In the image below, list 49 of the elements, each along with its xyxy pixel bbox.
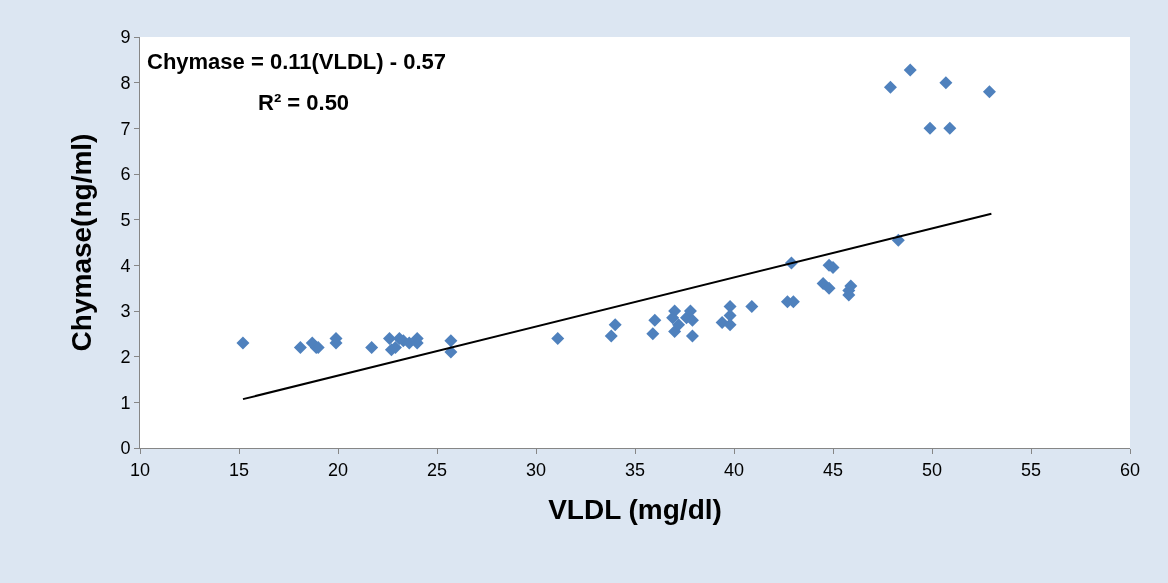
y-tick-label: 3 — [120, 301, 131, 322]
point — [883, 80, 897, 94]
y-axis-title: Chymase(ng/ml) — [66, 133, 98, 352]
y-tick-label: 0 — [120, 438, 131, 459]
point — [903, 63, 917, 77]
point — [822, 281, 836, 295]
x-tick-label: 55 — [1020, 459, 1042, 480]
point — [551, 331, 565, 345]
x-tick-label: 60 — [1119, 459, 1141, 480]
point — [723, 299, 737, 313]
point — [444, 334, 458, 348]
y-tick-label: 8 — [120, 72, 131, 93]
point — [723, 318, 737, 332]
point — [683, 304, 697, 318]
point — [648, 313, 662, 327]
annotation: R² = 0.50 — [258, 90, 350, 115]
point — [608, 318, 622, 332]
y-tick-label: 1 — [120, 392, 131, 413]
x-tick-label: 35 — [624, 459, 646, 480]
point — [939, 76, 953, 90]
x-tick-label: 10 — [129, 459, 151, 480]
point — [604, 329, 618, 343]
point — [982, 85, 996, 99]
point — [365, 341, 379, 355]
y-tick-label: 5 — [120, 209, 131, 230]
y-tick-label: 7 — [120, 118, 131, 139]
point — [646, 327, 660, 341]
point — [672, 318, 686, 332]
x-tick-label: 40 — [723, 459, 745, 480]
point — [923, 121, 937, 135]
point — [745, 299, 759, 313]
x-tick-label: 30 — [525, 459, 547, 480]
point — [236, 336, 250, 350]
x-tick-label: 25 — [426, 459, 448, 480]
x-tick-label: 45 — [822, 459, 844, 480]
y-tick-label: 9 — [120, 27, 131, 48]
point — [685, 329, 699, 343]
point — [943, 121, 957, 135]
point — [382, 331, 396, 345]
y-tick-label: 6 — [120, 164, 131, 185]
x-tick-label: 15 — [228, 459, 250, 480]
y-tick-label: 2 — [120, 346, 131, 367]
x-tick-label: 20 — [327, 459, 349, 480]
point — [293, 341, 307, 355]
annotation: Chymase = 0.11(VLDL) - 0.57 — [147, 49, 446, 74]
point — [666, 311, 680, 325]
x-tick-label: 50 — [921, 459, 943, 480]
x-axis-title: VLDL (mg/dl) — [548, 493, 722, 525]
y-tick-label: 4 — [120, 255, 131, 276]
